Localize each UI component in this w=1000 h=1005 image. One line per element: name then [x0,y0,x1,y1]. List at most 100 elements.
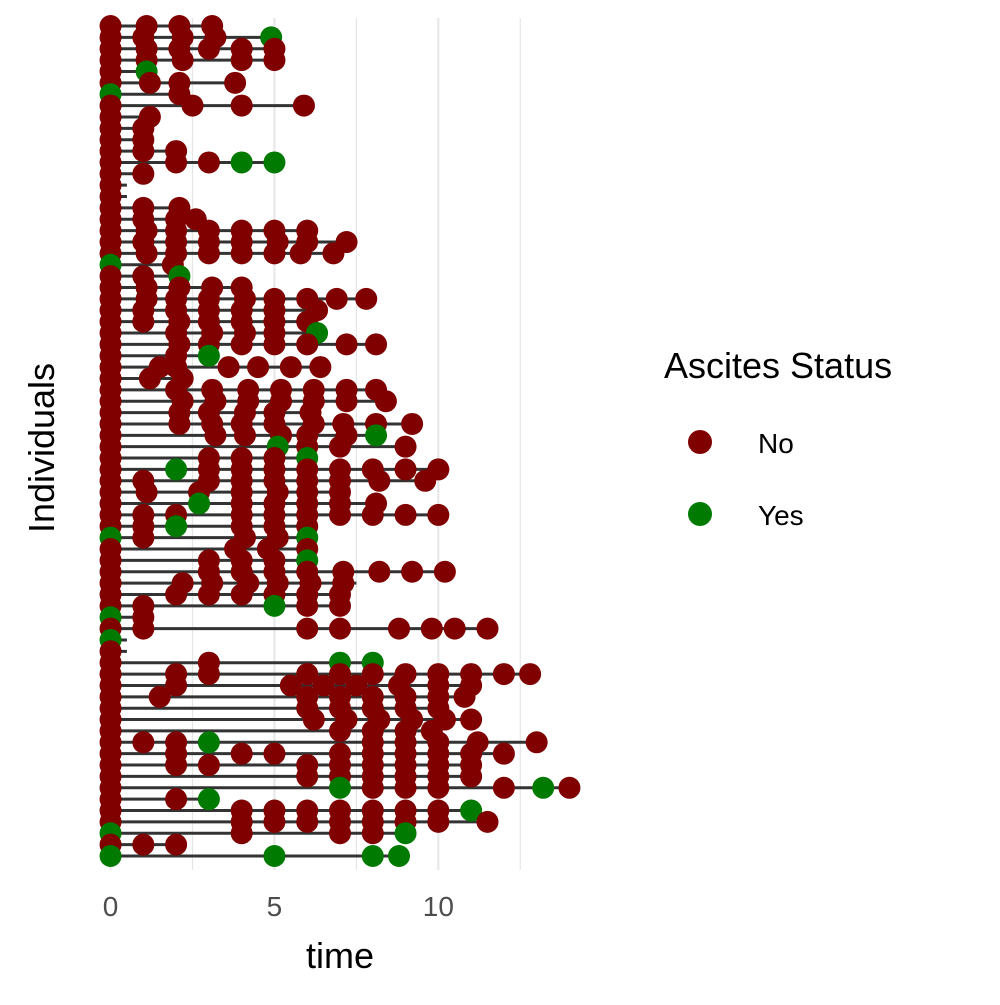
visit-point-no [361,776,384,799]
visit-point-no [355,287,378,310]
visit-point-no [132,140,155,163]
visit-point-no [233,424,256,447]
visit-point-no [519,663,542,686]
visit-point-no [361,503,384,526]
visit-point-no [135,481,158,504]
visit-point-no [329,435,351,458]
visit-point-no [171,49,194,72]
visit-point-yes [263,845,286,867]
visit-point-no [197,37,220,60]
visit-point-yes [365,424,388,447]
visit-point-no [230,583,253,606]
x-axis-title: time [306,935,374,976]
visit-point-no [165,754,188,777]
visit-point-no [279,674,302,697]
visit-point-no [165,788,188,811]
visit-point-no [204,424,227,447]
visit-point-no [325,287,348,310]
visit-point-no [329,503,351,526]
visit-point-yes [99,845,122,867]
visit-point-no [394,776,417,799]
visit-point-yes [263,151,286,174]
visit-point-no [460,765,483,788]
visit-point-no [296,810,319,833]
visit-point-no [197,151,220,174]
visit-point-no [263,742,286,765]
visit-point-no [427,776,450,799]
visit-point-no [361,663,384,686]
visit-point-no [329,594,351,617]
visit-point-no [414,469,437,492]
visit-point-no [374,390,397,413]
legend-swatch-no [688,430,712,454]
visit-point-no [132,833,155,856]
visit-point-no [279,356,302,379]
visit-point-no [460,708,483,731]
visit-point-no [132,731,155,754]
visit-point-yes [532,776,555,799]
visit-point-no [165,151,188,174]
visit-point-no [335,333,358,356]
visit-point-yes [361,845,384,867]
visit-point-no [148,685,171,708]
visit-point-no [492,663,515,686]
visit-point-no [197,583,220,606]
visit-point-no [302,708,325,731]
visit-point-yes [329,776,351,799]
visit-point-yes [188,492,211,515]
visit-point-no [230,822,253,845]
x-tick-label: 10 [423,891,454,922]
visit-point-no [197,242,220,265]
visit-point-yes [394,822,417,845]
legend-label-yes: Yes [758,500,804,531]
legend-swatch-yes [688,502,712,526]
visit-point-yes [460,799,483,822]
visit-point-yes [388,845,410,867]
visit-point-yes [197,788,220,811]
visit-point-no [453,685,476,708]
visit-point-no [165,583,188,606]
visit-point-no [388,617,410,640]
visit-point-no [135,242,158,265]
visit-point-no [525,731,548,754]
x-axis-ticks: 0 5 10 [103,891,454,922]
visit-point-no [230,742,253,765]
visit-point-no [132,617,155,640]
visit-point-no [558,776,581,799]
visit-point-no [365,333,388,356]
visit-point-no [329,719,351,742]
visit-point-no [312,674,335,697]
visit-point-no [394,435,417,458]
visit-point-no [292,94,315,117]
visit-point-no [168,412,191,435]
visit-point-no [309,356,332,379]
visit-point-no [329,822,351,845]
visit-point-no [230,94,253,117]
visit-point-no [263,810,286,833]
visit-point-no [230,333,253,356]
visit-point-no [427,503,450,526]
visit-point-no [296,594,319,617]
visit-point-no [263,333,286,356]
visit-point-no [224,71,247,94]
visit-point-no [132,162,155,185]
visit-point-no [322,242,345,265]
visit-point-no [420,617,443,640]
legend-label-no: No [758,428,794,459]
visit-point-no [345,674,368,697]
visit-point-no [368,469,391,492]
visit-point-yes [197,731,220,754]
visit-points [99,15,581,867]
visit-point-no [427,810,450,833]
visit-point-no [289,242,312,265]
visit-point-yes [230,151,253,174]
visit-point-no [197,754,220,777]
visit-point-no [217,356,240,379]
legend-title: Ascites Status [664,345,892,386]
visit-point-no [263,49,286,72]
visit-point-no [492,742,515,765]
visit-point-no [230,49,253,72]
visit-point-no [394,503,417,526]
